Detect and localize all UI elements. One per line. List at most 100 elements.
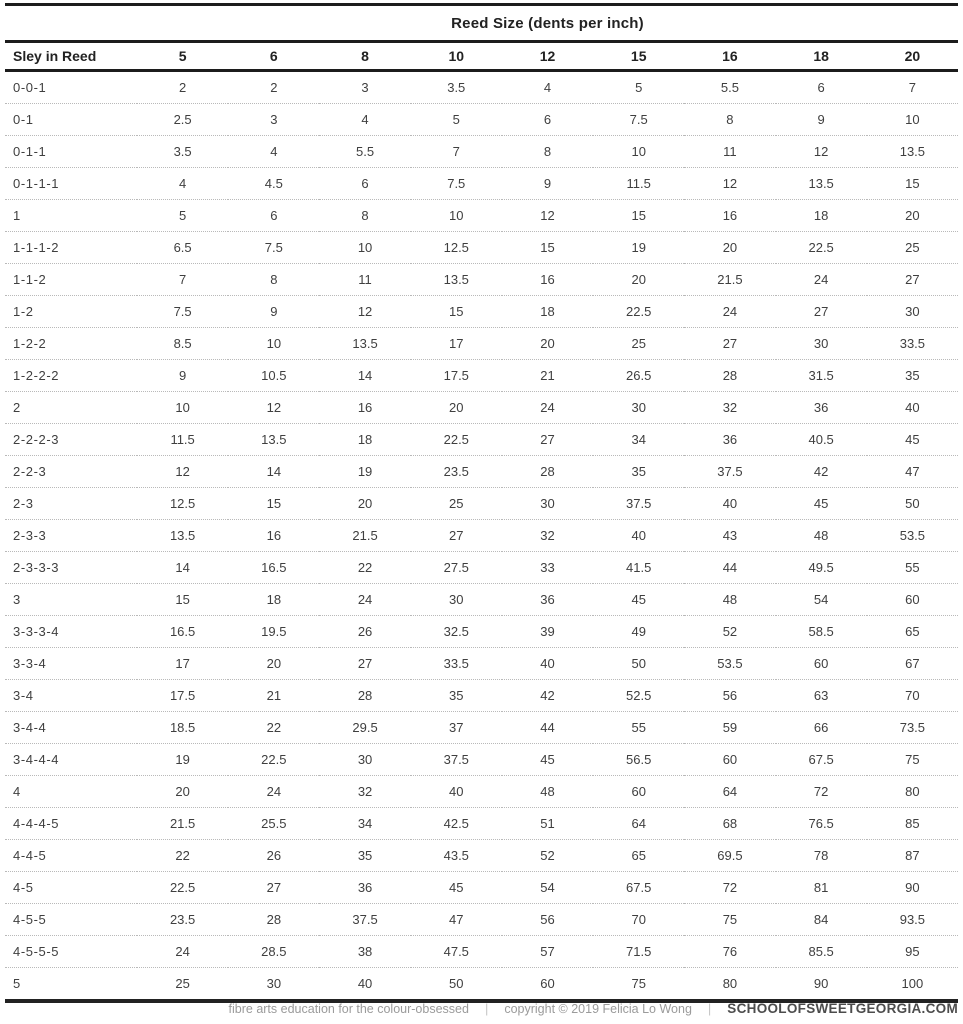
value-cell: 36 — [722, 432, 738, 447]
value-cell: 9 — [817, 112, 825, 127]
column-header-20: 20 — [866, 41, 958, 72]
value-cell: 15 — [266, 496, 282, 511]
value-cell: 8 — [270, 272, 278, 287]
sley-label: 3-3-3-4 — [13, 624, 60, 639]
value-cell: 15 — [540, 240, 555, 255]
sley-label: 4-5 — [13, 880, 34, 895]
value-cell: 67 — [905, 656, 920, 671]
value-cell: 5 — [635, 80, 643, 95]
value-cell: 32 — [540, 528, 555, 543]
value-cell: 18.5 — [169, 720, 196, 735]
value-cell: 50 — [449, 976, 464, 991]
value-cell: 7 — [908, 80, 916, 95]
value-cell: 12 — [266, 400, 282, 415]
value-cell: 57 — [540, 944, 555, 959]
value-cell: 55 — [631, 720, 646, 735]
value-cell: 14 — [266, 464, 282, 479]
value-cell: 5 — [178, 208, 187, 223]
value-cell: 65 — [631, 848, 646, 863]
value-cell: 33.5 — [443, 656, 469, 671]
value-cell: 48 — [813, 528, 829, 543]
table-row: 4-5-5 23.5 28 37.5 47 56 70 75 84 93.5 — [5, 904, 958, 936]
value-cell: 5.5 — [356, 144, 375, 159]
value-cell: 36 — [813, 400, 829, 415]
table-row: 5 25 30 40 50 60 75 80 90 100 — [5, 968, 958, 1001]
value-cell: 16.5 — [261, 560, 287, 575]
value-cell: 49 — [631, 624, 646, 639]
sley-label: 0-1-1 — [13, 144, 47, 159]
footer-tagline: fibre arts education for the colour-obse… — [228, 1001, 469, 1016]
value-cell: 28 — [540, 464, 555, 479]
value-cell: 45 — [905, 432, 920, 447]
value-cell: 5.5 — [720, 80, 739, 95]
value-cell: 20 — [175, 784, 190, 799]
value-cell: 12 — [540, 208, 555, 223]
sley-label: 2-2-3 — [13, 464, 47, 479]
value-cell: 69.5 — [717, 848, 743, 863]
value-cell: 8 — [726, 112, 734, 127]
value-cell: 42 — [813, 464, 829, 479]
value-cell: 48 — [722, 592, 738, 607]
value-cell: 32.5 — [443, 624, 469, 639]
value-cell: 37.5 — [352, 912, 378, 927]
table-row: 3 15 18 24 30 36 45 48 54 60 — [5, 584, 958, 616]
table-row: 2 10 12 16 20 24 30 32 36 40 — [5, 392, 958, 424]
value-cell: 7.5 — [447, 176, 466, 191]
footer-separator: | — [484, 1001, 489, 1016]
value-cell: 66 — [813, 720, 829, 735]
reed-sley-table-wrap: Reed Size (dents per inch) Sley in Reed … — [5, 3, 958, 1003]
value-cell: 10 — [357, 240, 373, 255]
table-row: 4-4-4-5 21.5 25.5 34 42.5 51 64 68 76.5 85 — [5, 808, 958, 840]
value-cell: 30 — [813, 336, 829, 351]
value-cell: 60 — [813, 656, 829, 671]
value-cell: 35 — [357, 848, 373, 863]
value-cell: 67.5 — [626, 880, 652, 895]
title-corner-spacer — [5, 4, 137, 43]
column-header-18: 18 — [775, 41, 867, 72]
sley-label: 1-2-2-2 — [13, 368, 60, 383]
value-cell: 2 — [270, 80, 278, 95]
value-cell: 34 — [357, 816, 373, 831]
value-cell: 16 — [266, 528, 282, 543]
value-cell: 45 — [813, 496, 829, 511]
value-cell: 13.5 — [808, 176, 834, 191]
value-cell: 15 — [449, 304, 464, 319]
value-cell: 87 — [905, 848, 920, 863]
column-header-15: 15 — [593, 41, 685, 72]
value-cell: 9 — [270, 304, 278, 319]
value-cell: 24 — [540, 400, 555, 415]
sley-label: 4-4-5 — [13, 848, 47, 863]
value-cell: 27 — [813, 304, 829, 319]
table-row: 2-2-3 12 14 19 23.5 28 35 37.5 42 47 — [5, 456, 958, 488]
value-cell: 18 — [357, 432, 373, 447]
value-cell: 10 — [175, 400, 190, 415]
value-cell: 24 — [175, 944, 190, 959]
value-cell: 12 — [722, 176, 738, 191]
value-cell: 27 — [905, 272, 920, 287]
value-cell: 43.5 — [443, 848, 469, 863]
value-cell: 65 — [905, 624, 920, 639]
value-cell: 3.5 — [173, 144, 192, 159]
value-cell: 21.5 — [352, 528, 378, 543]
footer-brand: SCHOOLOFSWEETGEORGIA.COM — [727, 1001, 958, 1016]
value-cell: 19.5 — [261, 624, 287, 639]
value-cell: 10 — [905, 112, 920, 127]
value-cell: 23.5 — [443, 464, 469, 479]
sley-label: 1 — [13, 208, 21, 223]
table-row: 0-1 2.5 3 4 5 6 7.5 8 9 10 — [5, 104, 958, 136]
value-cell: 37.5 — [443, 752, 469, 767]
value-cell: 28 — [722, 368, 738, 383]
value-cell: 7.5 — [264, 240, 283, 255]
value-cell: 6 — [543, 112, 552, 127]
value-cell: 30 — [540, 496, 555, 511]
value-cell: 22.5 — [261, 752, 287, 767]
value-cell: 30 — [905, 304, 920, 319]
footer: fibre arts education for the colour-obse… — [229, 1001, 958, 1016]
value-cell: 90 — [905, 880, 920, 895]
column-header-8: 8 — [319, 41, 411, 72]
value-cell: 40 — [357, 976, 373, 991]
value-cell: 35 — [449, 688, 464, 703]
table-row: 4-5-5-5 24 28.5 38 47.5 57 71.5 76 85.5 95 — [5, 936, 958, 968]
value-cell: 9 — [543, 176, 552, 191]
